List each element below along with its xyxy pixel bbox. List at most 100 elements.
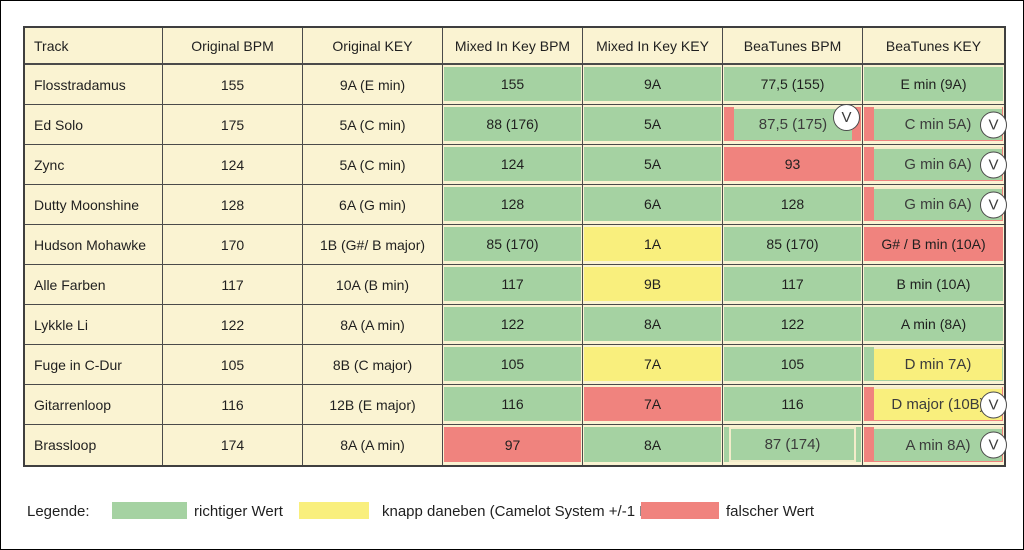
cell-text: G min 6A) bbox=[904, 156, 972, 173]
status-block-red: 93 bbox=[724, 147, 861, 181]
legend-swatch-near bbox=[299, 502, 369, 519]
cell-original-key: 8B (C major) bbox=[303, 345, 443, 385]
status-block-green: 128 bbox=[724, 187, 861, 221]
corrected-overlay-green: 87 (174) bbox=[729, 427, 856, 462]
cell-text: 8B (C major) bbox=[332, 356, 413, 373]
cell-text: Gitarrenloop bbox=[34, 396, 112, 413]
cell-track: Gitarrenloop bbox=[25, 385, 163, 425]
cell-original-key: 9A (E min) bbox=[303, 65, 443, 105]
column-header-label: Original KEY bbox=[332, 37, 413, 54]
cell-text: 85 (170) bbox=[766, 236, 819, 252]
column-header-original-bpm: Original BPM bbox=[163, 28, 303, 65]
cell-track: Fuge in C-Dur bbox=[25, 345, 163, 385]
cell-text: 93 bbox=[784, 156, 801, 172]
status-block-green: 116 bbox=[444, 387, 581, 421]
corrected-overlay-yellow: D min 7A) bbox=[874, 347, 1002, 380]
cell-text: Fuge in C-Dur bbox=[34, 356, 122, 373]
cell-mixed-in-key-bpm: 155 bbox=[443, 65, 583, 105]
cell-mixed-in-key-key: 9B bbox=[583, 265, 723, 305]
cell-track: Alle Farben bbox=[25, 265, 163, 305]
cell-beatunes-key: D major (10B) V bbox=[863, 385, 1007, 425]
cell-beatunes-bpm: 105 bbox=[723, 345, 863, 385]
cell-beatunes-key: A min (8A) bbox=[863, 305, 1004, 345]
cell-text: 122 bbox=[220, 316, 245, 333]
cell-mixed-in-key-key: 9A bbox=[583, 65, 723, 105]
column-header-label: Track bbox=[34, 37, 69, 54]
cell-text: D major (10B) bbox=[891, 396, 985, 413]
column-header-label: BeaTunes BPM bbox=[743, 37, 842, 54]
cell-original-bpm: 124 bbox=[163, 145, 303, 185]
cell-text: 9A bbox=[643, 76, 662, 92]
cell-track: Dutty Moonshine bbox=[25, 185, 163, 225]
cell-text: 117 bbox=[781, 276, 804, 292]
status-block-green: 5A bbox=[584, 107, 721, 141]
cell-text: 117 bbox=[221, 276, 244, 293]
cell-mixed-in-key-bpm: 124 bbox=[443, 145, 583, 185]
status-block-green: 77,5 (155) bbox=[724, 67, 861, 101]
status-block-green: 6A bbox=[584, 187, 721, 221]
legend-text-correct: richtiger Wert bbox=[194, 503, 283, 520]
cell-mixed-in-key-bpm: 117 bbox=[443, 265, 583, 305]
cell-text: Brassloop bbox=[34, 437, 97, 453]
cell-text: Hudson Mohawke bbox=[34, 236, 147, 253]
cell-beatunes-bpm: 85 (170) bbox=[723, 225, 863, 265]
status-block-yellow: 9B bbox=[584, 267, 721, 301]
cell-text: 1A bbox=[643, 236, 662, 252]
v-badge: V bbox=[980, 151, 1007, 178]
cell-text: C min 5A) bbox=[904, 116, 972, 133]
cell-text: 116 bbox=[501, 396, 524, 412]
cell-original-key: 5A (C min) bbox=[303, 145, 443, 185]
cell-text: 8A (A min) bbox=[340, 437, 405, 453]
status-block-green: 105 bbox=[444, 347, 581, 381]
cell-text: 88 (176) bbox=[486, 116, 539, 132]
status-block-green: E min (9A) bbox=[864, 67, 1003, 101]
cell-mixed-in-key-key: 6A bbox=[583, 185, 723, 225]
cell-text: 128 bbox=[500, 196, 525, 212]
cell-text: A min 8A) bbox=[905, 436, 971, 454]
cell-text: 122 bbox=[500, 316, 525, 332]
cell-text: 124 bbox=[500, 156, 525, 172]
cell-text: A min (8A) bbox=[900, 316, 967, 332]
corrected-overlay-green: 87,5 (175) bbox=[734, 107, 852, 140]
cell-beatunes-key: G min 6A) V bbox=[863, 145, 1007, 185]
status-block-red: G# / B min (10A) bbox=[864, 227, 1003, 261]
cell-original-key: 6A (G min) bbox=[303, 185, 443, 225]
status-block-green: B min (10A) bbox=[864, 267, 1003, 301]
cell-text: 128 bbox=[220, 196, 245, 213]
cell-text: Alle Farben bbox=[34, 276, 106, 293]
cell-mixed-in-key-key: 5A bbox=[583, 105, 723, 145]
cell-text: 77,5 (155) bbox=[760, 76, 825, 92]
cell-text: 7A bbox=[643, 356, 662, 372]
cell-mixed-in-key-bpm: 105 bbox=[443, 345, 583, 385]
cell-original-bpm: 174 bbox=[163, 425, 303, 465]
legend-text-near: knapp daneben (Camelot System +/-1 Feld) bbox=[382, 503, 674, 520]
cell-text: Lykkle Li bbox=[34, 316, 88, 333]
cell-mixed-in-key-bpm: 88 (176) bbox=[443, 105, 583, 145]
cell-beatunes-key: G min 6A) V bbox=[863, 185, 1007, 225]
legend: Legende: richtiger Wert knapp daneben (C… bbox=[1, 496, 1023, 528]
cell-original-bpm: 116 bbox=[163, 385, 303, 425]
column-header-mixed-in-key-bpm: Mixed In Key BPM bbox=[443, 28, 583, 65]
cell-original-key: 1B (G#/ B major) bbox=[303, 225, 443, 265]
v-badge: V bbox=[980, 431, 1007, 459]
column-header-label: Mixed In Key BPM bbox=[454, 37, 571, 54]
cell-text: E min (9A) bbox=[900, 76, 967, 92]
cell-text: 155 bbox=[220, 76, 245, 93]
cell-text: Ed Solo bbox=[34, 116, 84, 133]
cell-text: 105 bbox=[500, 356, 525, 372]
cell-text: G min 6A) bbox=[904, 196, 972, 213]
legend-text-wrong: falscher Wert bbox=[726, 503, 815, 520]
cell-beatunes-key: C min 5A) V bbox=[863, 105, 1007, 145]
cell-text: 116 bbox=[221, 396, 244, 413]
cell-mixed-in-key-key: 7A bbox=[583, 385, 723, 425]
cell-mixed-in-key-key: 7A bbox=[583, 345, 723, 385]
cell-text: B min (10A) bbox=[896, 276, 971, 292]
cell-mixed-in-key-bpm: 116 bbox=[443, 385, 583, 425]
status-block-green: 122 bbox=[444, 307, 581, 341]
v-badge: V bbox=[833, 104, 860, 131]
status-block-red: 97 bbox=[444, 427, 581, 462]
cell-mixed-in-key-bpm: 122 bbox=[443, 305, 583, 345]
status-block-green: A min (8A) bbox=[864, 307, 1003, 341]
cell-text: 1B (G#/ B major) bbox=[319, 236, 426, 253]
